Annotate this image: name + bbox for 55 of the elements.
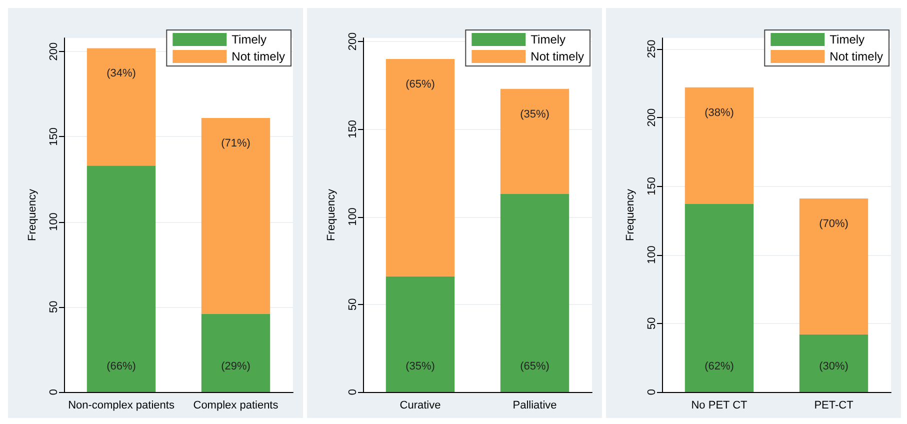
bar <box>684 87 754 204</box>
bar <box>684 204 754 392</box>
annotation: (71%) <box>221 137 250 150</box>
y-tick-label: 200 <box>48 42 60 61</box>
y-tick-label: 100 <box>48 212 60 231</box>
y-tick-label: 50 <box>48 300 60 314</box>
x-tick-label: Palliative <box>512 400 557 412</box>
legend-label: Timely <box>530 32 566 46</box>
legend-label: Not timely <box>830 50 883 64</box>
y-tick-label: 150 <box>646 177 658 196</box>
bar <box>86 48 156 166</box>
annotation: (62%) <box>704 360 734 372</box>
bar <box>386 59 455 276</box>
legend-label: Timely <box>830 32 865 46</box>
y-axis-title: Frequency <box>624 188 636 241</box>
bar <box>500 88 570 194</box>
y-tick-label: 200 <box>646 108 658 127</box>
bar <box>799 334 868 392</box>
y-tick-label: 50 <box>646 317 658 330</box>
x-tick-label: PET-CT <box>814 400 854 412</box>
annotation: (35%) <box>406 360 435 372</box>
y-tick-label: 0 <box>646 388 658 396</box>
x-tick-label: Curative <box>400 400 441 412</box>
y-tick-label: 100 <box>347 208 359 226</box>
legend-label: Not timely <box>530 50 584 64</box>
y-tick-label: 0 <box>48 388 60 396</box>
legend-label: Timely <box>232 32 267 46</box>
y-tick-label: 50 <box>347 298 359 310</box>
bar <box>201 118 270 314</box>
y-tick-label: 200 <box>347 32 359 51</box>
bar <box>201 314 270 392</box>
annotation: (29%) <box>221 360 250 372</box>
y-tick-label: 250 <box>646 40 658 58</box>
bar <box>386 276 455 392</box>
bar <box>799 198 868 334</box>
annotation: (65%) <box>520 360 550 372</box>
y-tick-label: 0 <box>347 388 359 396</box>
x-tick-label: Complex patients <box>193 400 279 412</box>
x-tick-label: No PET CT <box>691 400 748 412</box>
bar <box>86 166 156 392</box>
legend-label: Not timely <box>232 50 285 64</box>
y-axis-title: Frequency <box>326 188 338 241</box>
x-tick-label: Non-complex patients <box>68 400 175 412</box>
y-tick-label: 100 <box>646 246 658 264</box>
annotation: (66%) <box>106 360 136 372</box>
bar <box>500 194 570 392</box>
annotation: (38%) <box>704 106 734 119</box>
y-tick-label: 150 <box>347 120 359 138</box>
annotation: (65%) <box>406 78 435 91</box>
y-tick-label: 150 <box>48 128 60 146</box>
y-axis-title: Frequency <box>26 188 38 241</box>
annotation: (30%) <box>819 360 848 372</box>
annotation: (70%) <box>819 218 848 230</box>
annotation: (34%) <box>106 68 136 80</box>
annotation: (35%) <box>520 108 550 120</box>
